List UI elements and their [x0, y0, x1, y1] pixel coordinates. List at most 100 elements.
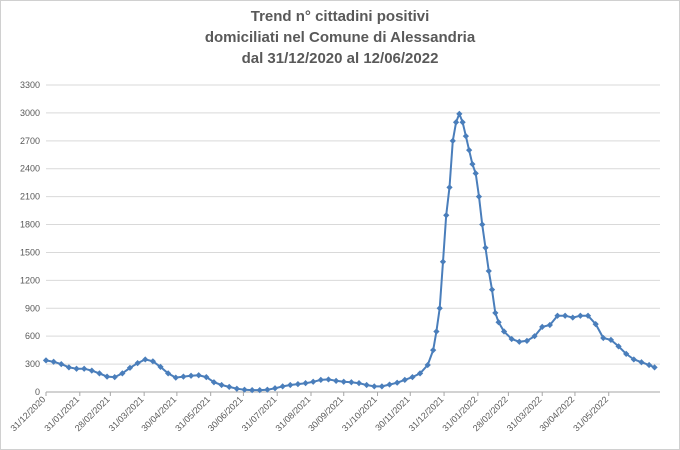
- data-point: [226, 383, 233, 390]
- data-point: [485, 267, 492, 275]
- y-tick-label: 3000: [20, 108, 40, 118]
- data-point: [651, 364, 658, 371]
- data-point: [310, 378, 317, 385]
- y-tick-label: 1800: [20, 220, 40, 230]
- chart-title-line-2: domiciliati nel Comune di Alessandria: [204, 29, 476, 46]
- data-point: [488, 286, 496, 293]
- data-point: [492, 309, 499, 317]
- data-point: [439, 258, 447, 265]
- chart-title-line-3: dal 31/12/2020 al 12/06/2022: [241, 50, 439, 67]
- data-point: [607, 336, 615, 344]
- data-point: [249, 387, 256, 394]
- y-tick-label: 1500: [20, 247, 40, 257]
- grid-layer: [46, 84, 660, 393]
- data-point: [65, 364, 73, 371]
- data-point: [355, 380, 363, 387]
- data-point: [348, 379, 355, 386]
- series-line: [45, 111, 655, 392]
- data-point: [332, 377, 340, 384]
- y-tick-label: 2100: [20, 192, 40, 202]
- x-tick-label: 30/06/2021: [206, 394, 245, 433]
- x-tick-label: 31/12/2020: [8, 394, 47, 433]
- data-point: [73, 365, 80, 372]
- data-point: [569, 314, 576, 321]
- data-point: [449, 137, 456, 144]
- data-point: [577, 312, 584, 319]
- data-point: [462, 133, 469, 140]
- data-point: [516, 338, 523, 345]
- y-tick-label: 1200: [20, 275, 40, 285]
- data-point: [287, 381, 294, 389]
- data-point: [475, 193, 483, 200]
- data-point: [264, 386, 271, 393]
- data-point: [452, 119, 460, 126]
- data-point: [500, 328, 508, 335]
- data-point: [430, 347, 437, 354]
- x-tick-label: 30/09/2021: [306, 394, 345, 433]
- chart-title-line-1: Trend n° cittadini positivi: [250, 8, 430, 25]
- data-point: [479, 221, 486, 228]
- x-tick-label: 30/04/2021: [139, 394, 178, 433]
- data-point: [294, 380, 302, 388]
- data-point: [401, 376, 408, 384]
- y-tick-label: 2400: [20, 164, 40, 174]
- data-point: [436, 305, 443, 312]
- data-point: [210, 379, 218, 386]
- y-tick-label: 2700: [20, 136, 40, 146]
- data-point: [416, 370, 424, 377]
- data-point: [96, 370, 103, 377]
- data-point: [645, 361, 653, 369]
- data-point: [409, 374, 416, 381]
- data-point: [394, 379, 401, 386]
- data-point: [363, 381, 370, 389]
- data-point: [180, 373, 187, 380]
- data-point: [386, 381, 393, 388]
- y-tick-label: 0: [35, 387, 40, 397]
- data-point: [456, 110, 463, 117]
- data-point: [325, 376, 332, 383]
- x-tick-labels: 31/12/202031/01/202128/02/202131/03/2021…: [8, 392, 610, 433]
- data-point: [218, 381, 225, 389]
- data-point: [195, 372, 202, 379]
- data-point: [88, 367, 95, 374]
- data-point: [103, 373, 111, 380]
- data-point: [378, 383, 386, 390]
- data-point: [317, 376, 324, 384]
- data-point: [302, 380, 309, 387]
- y-tick-labels: 0 300 600 900 1200 1500 1800 2100 2400 2700 3000 33…: [20, 80, 40, 397]
- data-point: [539, 323, 546, 330]
- data-point: [42, 357, 50, 364]
- data-point: [562, 312, 569, 319]
- data-point: [233, 385, 240, 392]
- data-point: [81, 365, 88, 372]
- y-tick-label: 900: [25, 303, 40, 313]
- x-tick-label: 30/11/2021: [373, 394, 411, 432]
- data-point: [271, 385, 279, 392]
- data-point: [424, 361, 431, 369]
- data-point: [508, 335, 515, 343]
- data-point: [495, 319, 502, 326]
- x-tick-label: 31/12/2021: [407, 394, 446, 433]
- data-point: [142, 356, 149, 363]
- y-tick-label: 3300: [20, 80, 40, 90]
- data-point: [446, 184, 453, 191]
- data-point: [256, 387, 263, 394]
- data-point: [371, 383, 378, 390]
- data-point: [459, 119, 466, 126]
- data-point: [58, 360, 65, 368]
- data-point: [340, 378, 347, 385]
- data-point: [433, 328, 440, 335]
- data-point: [187, 372, 195, 379]
- data-point: [466, 147, 473, 154]
- data-point: [157, 363, 164, 370]
- x-tick-label: 31/10/2021: [340, 394, 379, 433]
- y-tick-label: 300: [25, 359, 40, 369]
- data-point: [469, 160, 476, 168]
- data-point: [600, 334, 607, 342]
- data-point: [279, 383, 286, 390]
- x-tick-label: 31/05/2022: [571, 394, 610, 433]
- data-point: [482, 244, 489, 251]
- data-point: [443, 212, 450, 219]
- y-tick-label: 600: [25, 331, 40, 341]
